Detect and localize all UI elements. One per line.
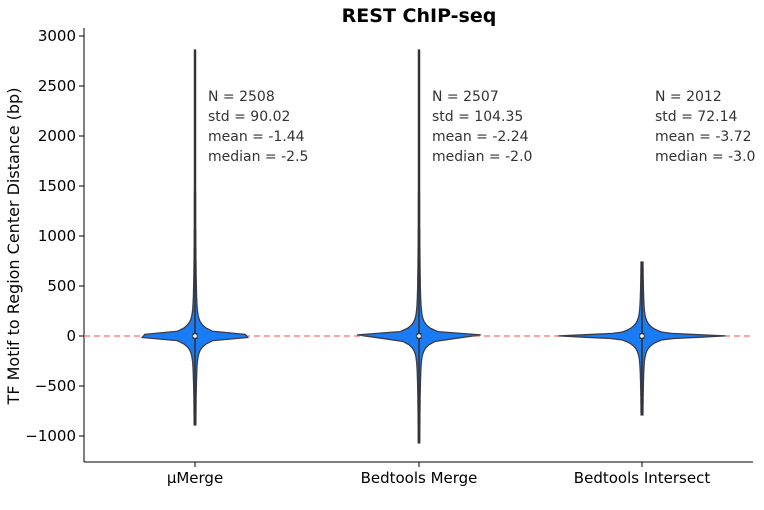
annotation-std: std = 90.02 <box>208 109 290 125</box>
annotation-mean: mean = -1.44 <box>208 129 305 145</box>
annotation-std: std = 104.35 <box>432 109 523 125</box>
annotation-mean: mean = -2.24 <box>432 129 529 145</box>
annotation-n: N = 2507 <box>432 89 499 105</box>
annotation-median: median = -3.0 <box>655 149 755 165</box>
chart-title: REST ChIP-seq <box>342 5 497 27</box>
y-tick-label: 1000 <box>38 227 76 245</box>
y-tick-label: 3000 <box>38 27 76 45</box>
x-tick-label: μMerge <box>167 469 223 487</box>
y-axis-label: TF Motif to Region Center Distance (bp) <box>4 88 23 406</box>
y-tick-label: 2500 <box>38 77 76 95</box>
y-tick-label: −1000 <box>25 427 76 445</box>
violin-median-dot <box>417 334 421 338</box>
annotation-n: N = 2012 <box>655 89 722 105</box>
annotation-median: median = -2.5 <box>208 149 308 165</box>
annotation-n: N = 2508 <box>208 89 275 105</box>
annotation-mean: mean = -3.72 <box>655 129 752 145</box>
y-tick-label: 0 <box>66 327 76 345</box>
y-tick-label: −500 <box>35 377 76 395</box>
plot-area: −1000 −500 0 500 1000 1500 2000 2500 3000 μMerge B… <box>25 27 755 487</box>
annotation-median: median = -2.0 <box>432 149 532 165</box>
x-tick-label: Bedtools Merge <box>361 469 478 487</box>
violin-median-dot <box>193 334 197 338</box>
annotation-std: std = 72.14 <box>655 109 737 125</box>
violin-median-dot <box>640 334 644 338</box>
y-tick-label: 1500 <box>38 177 76 195</box>
y-tick-label: 500 <box>47 277 76 295</box>
x-tick-label: Bedtools Intersect <box>574 469 711 487</box>
y-tick-label: 2000 <box>38 127 76 145</box>
